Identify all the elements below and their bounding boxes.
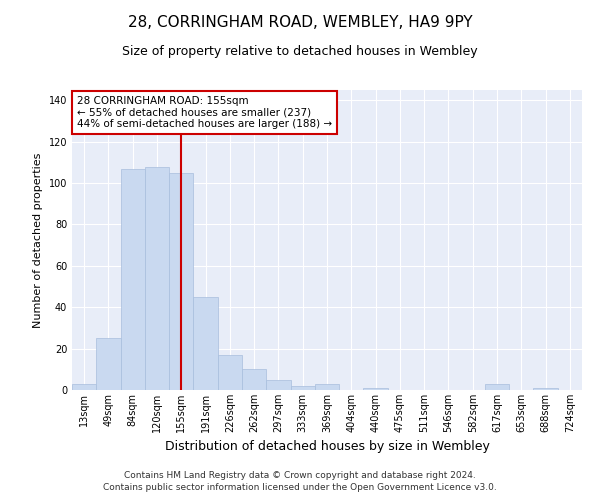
- Bar: [96, 338, 121, 390]
- Text: Contains HM Land Registry data © Crown copyright and database right 2024.: Contains HM Land Registry data © Crown c…: [124, 471, 476, 480]
- Bar: [266, 380, 290, 390]
- Bar: [485, 384, 509, 390]
- Bar: [364, 388, 388, 390]
- Y-axis label: Number of detached properties: Number of detached properties: [33, 152, 43, 328]
- Text: Contains public sector information licensed under the Open Government Licence v3: Contains public sector information licen…: [103, 484, 497, 492]
- Bar: [218, 355, 242, 390]
- Bar: [72, 384, 96, 390]
- Bar: [193, 297, 218, 390]
- Text: 28, CORRINGHAM ROAD, WEMBLEY, HA9 9PY: 28, CORRINGHAM ROAD, WEMBLEY, HA9 9PY: [128, 15, 472, 30]
- Text: Size of property relative to detached houses in Wembley: Size of property relative to detached ho…: [122, 45, 478, 58]
- Bar: [169, 173, 193, 390]
- Bar: [145, 166, 169, 390]
- Bar: [315, 384, 339, 390]
- Bar: [533, 388, 558, 390]
- Bar: [121, 168, 145, 390]
- Bar: [290, 386, 315, 390]
- Bar: [242, 370, 266, 390]
- X-axis label: Distribution of detached houses by size in Wembley: Distribution of detached houses by size …: [164, 440, 490, 454]
- Text: 28 CORRINGHAM ROAD: 155sqm
← 55% of detached houses are smaller (237)
44% of sem: 28 CORRINGHAM ROAD: 155sqm ← 55% of deta…: [77, 96, 332, 129]
